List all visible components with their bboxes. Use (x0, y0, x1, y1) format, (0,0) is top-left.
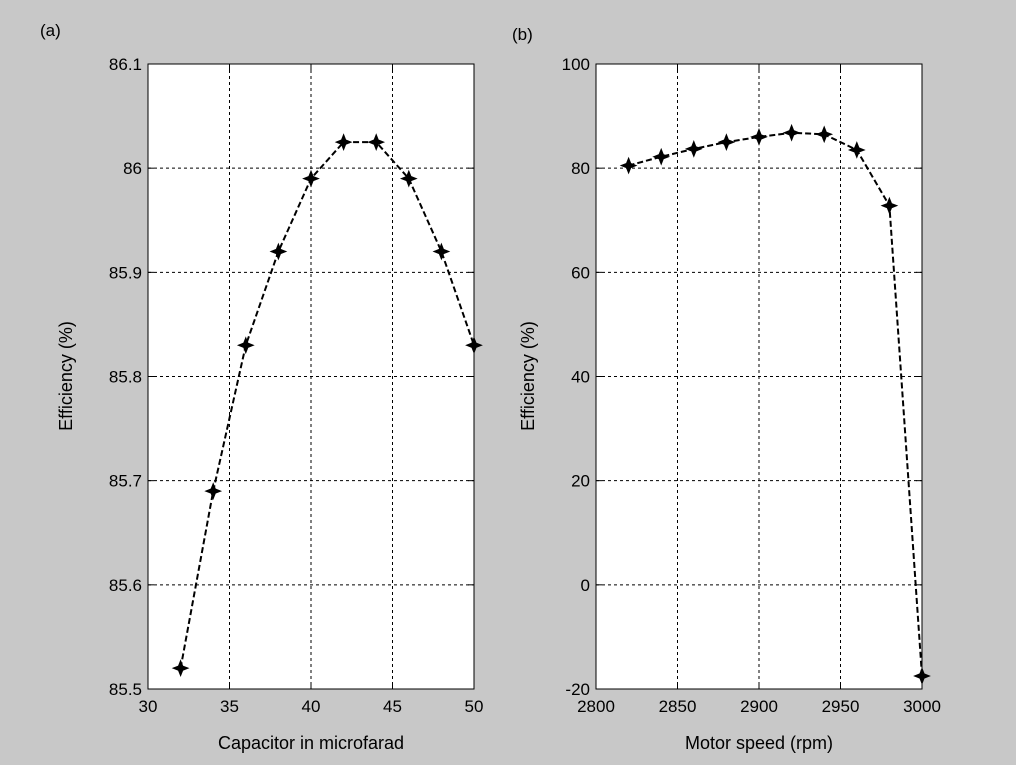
y-tick-label-a: 85.5 (109, 680, 142, 699)
y-tick-label-a: 86.1 (109, 55, 142, 74)
y-tick-label-a: 85.9 (109, 263, 142, 282)
x-tick-labels-a: 30 35 40 45 50 (139, 697, 484, 716)
data-point-a (204, 482, 223, 500)
x-tick-label-b: 3000 (903, 697, 941, 716)
y-tick-labels-a: 85.5 85.6 85.7 85.8 85.9 86 86.1 (109, 55, 142, 699)
data-point-b (750, 128, 768, 146)
data-point-b (847, 141, 866, 159)
ticks-b (595, 63, 923, 690)
y-tick-label-a: 85.8 (109, 368, 142, 387)
data-point-a (399, 169, 418, 188)
x-axis-label-a: Capacitor in microfarad (218, 733, 404, 753)
data-point-a (236, 336, 255, 355)
x-tick-label-a: 35 (220, 697, 239, 716)
grid-a (148, 64, 474, 689)
panel-label-a: (a) (40, 21, 61, 40)
series-lines-b (628, 131, 923, 677)
data-point-a (334, 133, 353, 151)
data-point-b (782, 123, 801, 142)
x-tick-label-a: 50 (465, 697, 484, 716)
data-point-a (432, 242, 451, 261)
panel-b: 2800 2850 2900 2950 3000 -20 0 20 40 60 80 100 (b)… (512, 25, 941, 753)
data-point-b (880, 196, 899, 215)
y-tick-label-b: 20 (571, 472, 590, 491)
y-tick-label-b: 100 (562, 55, 590, 74)
x-tick-label-a: 45 (383, 697, 402, 716)
data-point-b (717, 133, 736, 151)
panel-label-b: (b) (512, 25, 533, 44)
x-tick-label-a: 30 (139, 697, 158, 716)
y-tick-label-a: 85.6 (109, 576, 142, 595)
y-tick-label-b: 60 (571, 263, 590, 282)
x-tick-label-b: 2900 (740, 697, 778, 716)
panel-a: 30 35 40 45 50 85.5 85.6 85.7 85.8 85.9 86 86.1 (a… (40, 21, 483, 753)
y-tick-label-a: 86 (123, 159, 142, 178)
y-axis-label-a: Efficiency (%) (56, 321, 76, 431)
markers-a (171, 133, 483, 678)
data-point-b (619, 156, 638, 175)
series-line-a (179, 141, 475, 669)
data-point-b (652, 147, 671, 166)
y-tick-label-a: 85.7 (109, 472, 142, 491)
x-tick-label-b: 2850 (659, 697, 697, 716)
data-point-a (367, 133, 386, 151)
y-tick-label-b: 0 (581, 576, 590, 595)
data-point-b (815, 125, 834, 144)
ticks-a (147, 63, 475, 690)
x-tick-label-b: 2950 (822, 697, 860, 716)
x-axis-label-b: Motor speed (rpm) (685, 733, 833, 753)
data-point-b (684, 140, 703, 158)
series-line-b (628, 131, 923, 677)
data-point-a (171, 659, 190, 678)
x-tick-labels-b: 2800 2850 2900 2950 3000 (577, 697, 941, 716)
markers-b (619, 123, 931, 685)
data-point-a (269, 242, 288, 261)
x-tick-label-b: 2800 (577, 697, 615, 716)
y-tick-label-b: 80 (571, 159, 590, 178)
y-tick-label-b: 40 (571, 368, 590, 387)
data-point-b (913, 667, 931, 685)
series-lines-a (179, 141, 475, 669)
y-axis-label-b: Efficiency (%) (518, 321, 538, 431)
y-tick-label-b: -20 (565, 680, 590, 699)
data-point-a (302, 169, 320, 188)
data-point-a (465, 336, 483, 355)
y-tick-labels-b: -20 0 20 40 60 80 100 (562, 55, 590, 699)
x-tick-label-a: 40 (302, 697, 321, 716)
